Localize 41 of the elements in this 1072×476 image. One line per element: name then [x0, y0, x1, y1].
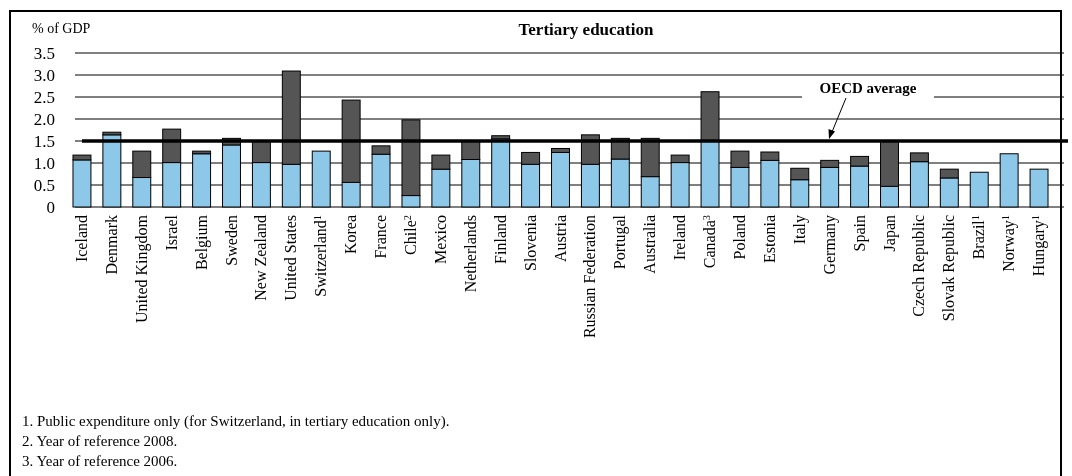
x-tick-label: Czech Republic — [910, 215, 929, 317]
y-tick-label: 3.5 — [33, 43, 55, 63]
x-tick-label: Russian Federation — [581, 215, 599, 339]
x-tick-label: Denmark — [102, 215, 120, 275]
x-tick-label: Portugal — [611, 214, 630, 270]
y-tick-label: 1.5 — [33, 131, 55, 151]
y-tick-label: 0.5 — [33, 175, 55, 195]
x-tick-label: Mexico — [431, 215, 449, 264]
text: 1. Public expenditure only (for Switzerland, in tertiary education only). — [22, 413, 450, 430]
x-tick-label: Australia — [641, 215, 659, 274]
x-tick-label: Netherlands — [461, 215, 479, 293]
x-tick-label: Slovenia — [521, 215, 539, 271]
y-tick-label: 3.0 — [33, 65, 55, 85]
x-tick-label: United States — [282, 215, 300, 301]
x-tick-label: Israel — [162, 214, 180, 251]
text: 3. Year of reference 2006. — [22, 453, 178, 469]
x-tick-label: New Zealand — [252, 215, 270, 301]
x-tick-label: Korea — [342, 215, 360, 255]
x-tick-label: Finland — [491, 215, 509, 264]
y-tick-label: 1.0 — [33, 153, 55, 173]
y-tick-label: 0 — [46, 197, 55, 217]
x-tick-label: Poland — [730, 215, 748, 260]
x-tick-label: France — [372, 215, 390, 259]
x-tick-label: United Kingdom — [132, 214, 151, 323]
x-tick-label: Austria — [551, 215, 569, 263]
x-tick-label: Estonia — [760, 215, 778, 263]
text: 2. Year of reference 2008. — [22, 433, 178, 449]
y-tick-label: 2.5 — [33, 87, 55, 107]
x-tick-label: Japan — [880, 215, 899, 252]
y-tick-label: 2.0 — [33, 109, 55, 129]
x-tick-label: Belgium — [192, 214, 211, 271]
x-tick-label: Iceland — [72, 215, 90, 263]
y-axis-title: % of GDP — [32, 21, 91, 36]
x-tick-label: Sweden — [222, 215, 240, 266]
x-tick-label: Slovak Republic — [940, 215, 959, 322]
x-tick-label: Italy — [790, 215, 809, 245]
x-tick-label: Ireland — [671, 215, 689, 261]
x-tick-label: Spain — [850, 215, 869, 252]
x-tick-label: Germany — [820, 215, 839, 275]
chart-title: Tertiary education — [518, 20, 654, 39]
ref-line-label: OECD average — [819, 80, 917, 96]
